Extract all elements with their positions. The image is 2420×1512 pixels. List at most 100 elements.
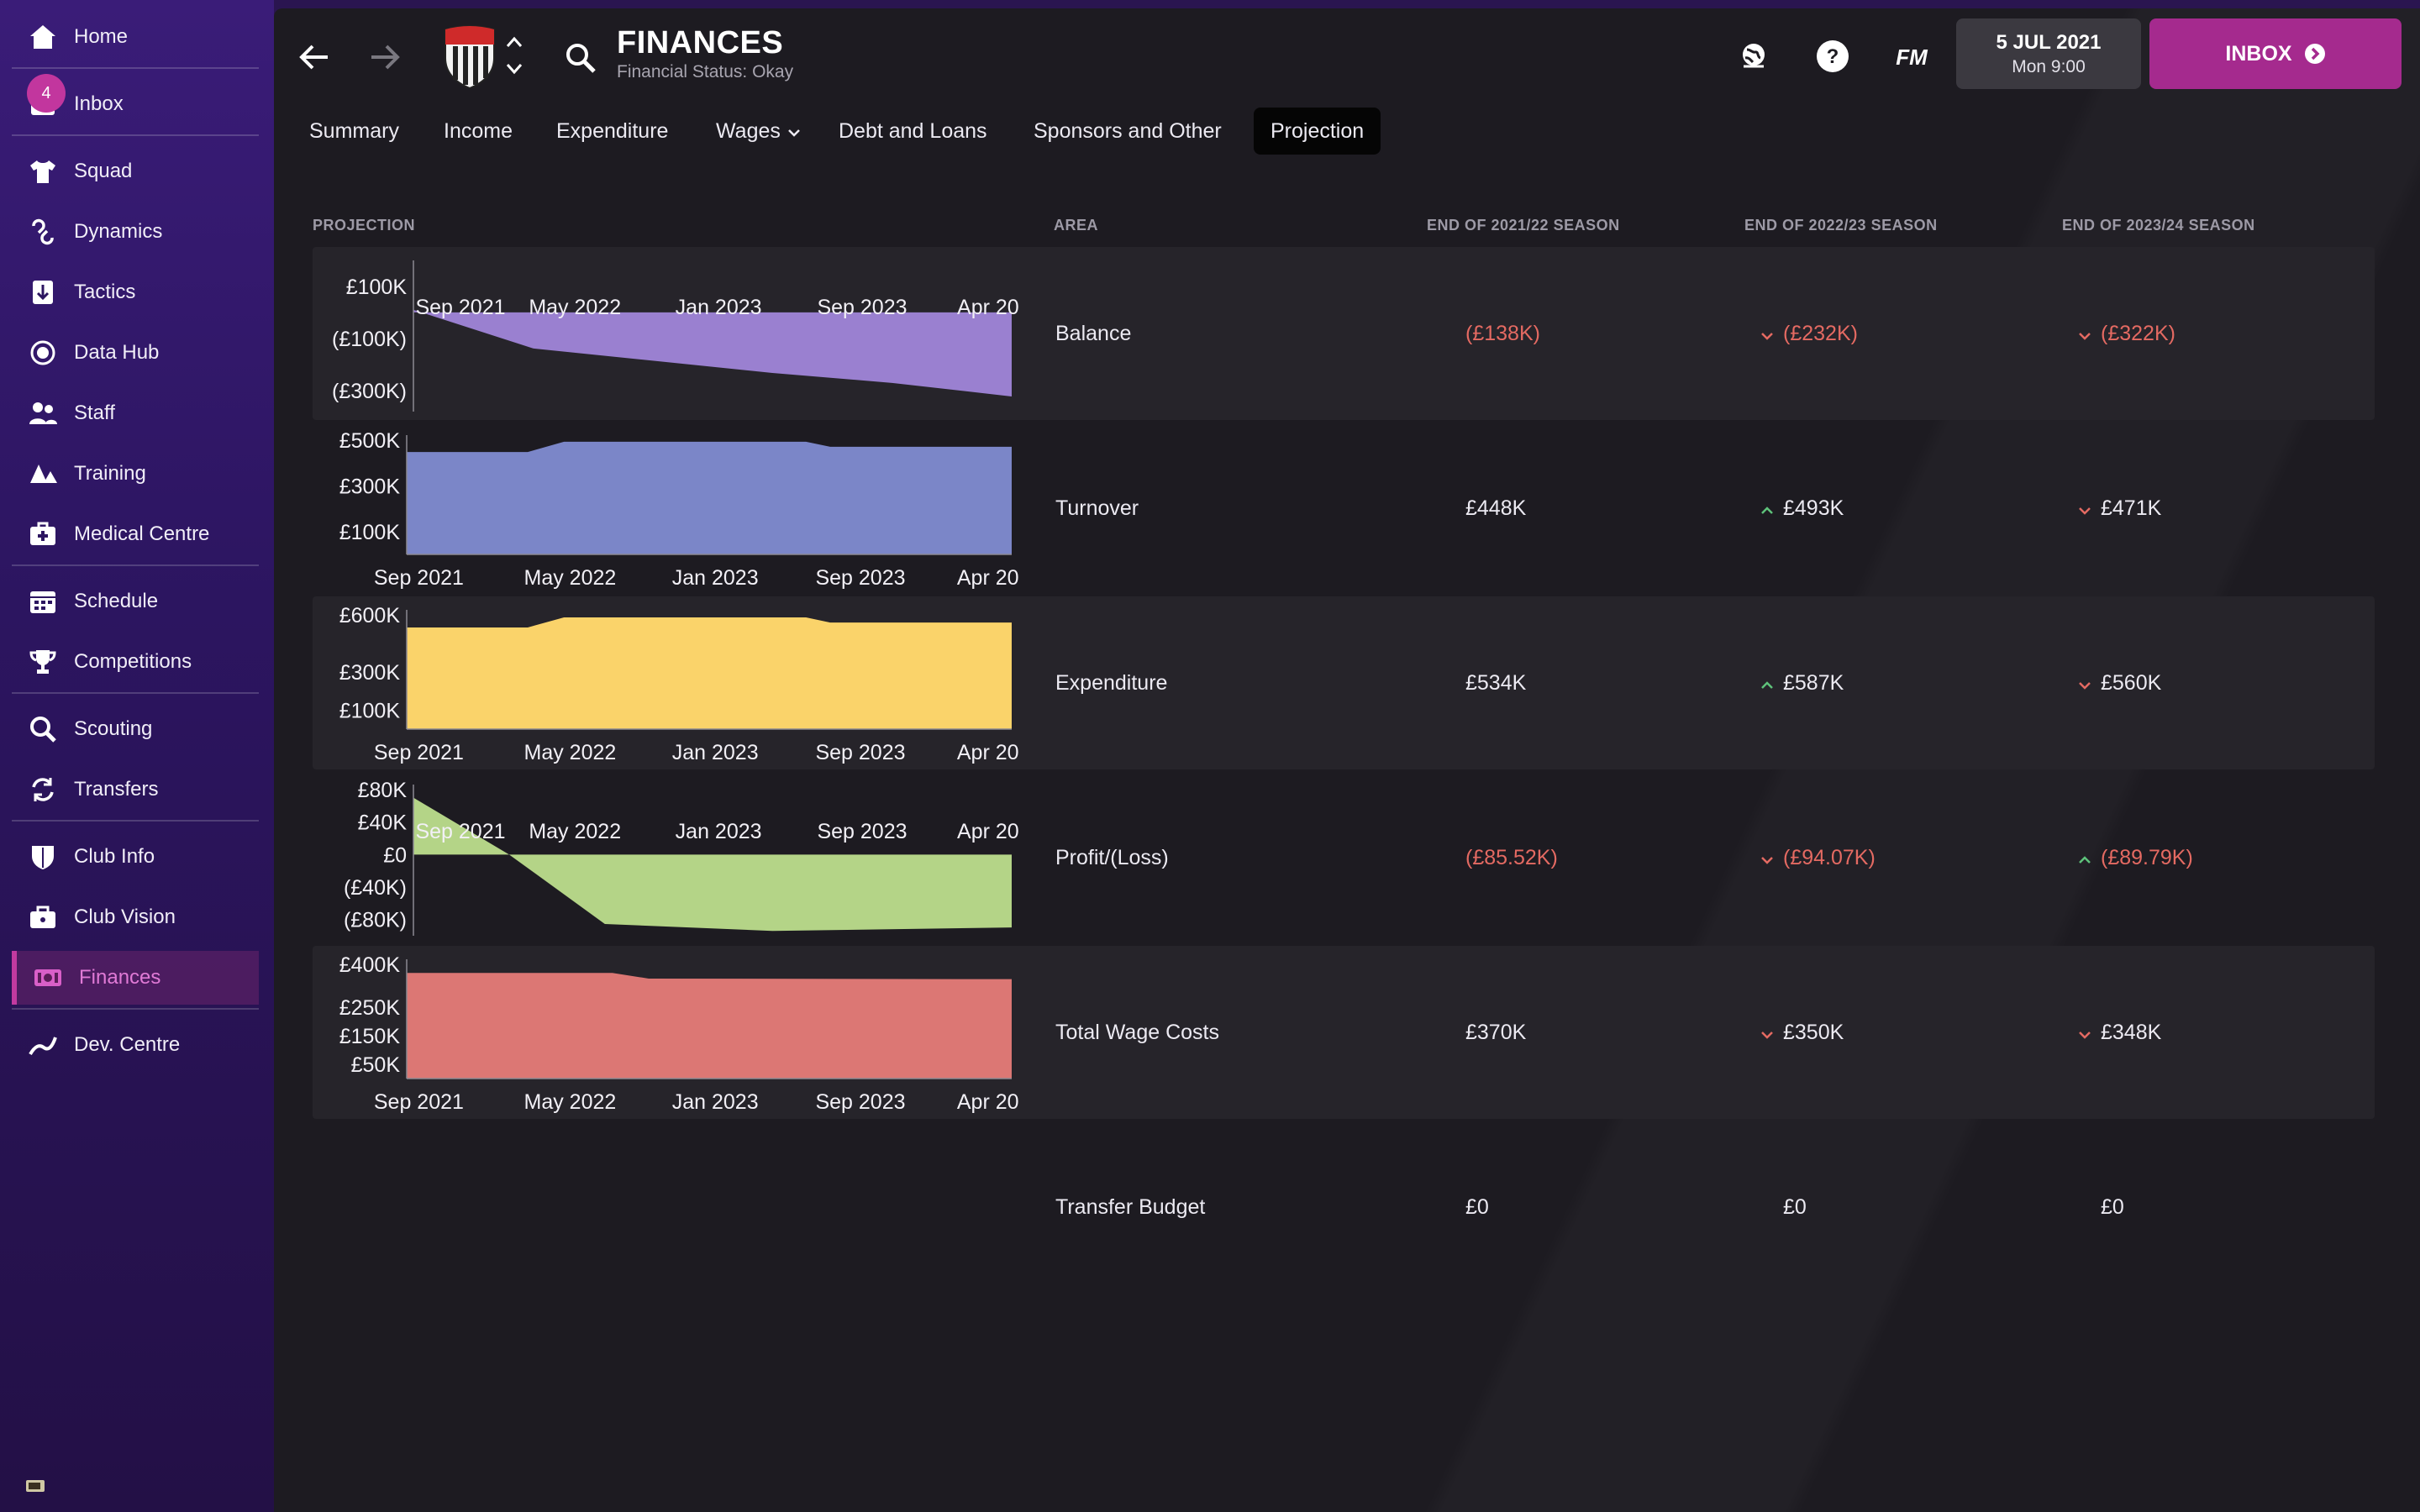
- world-button[interactable]: [1734, 37, 1773, 76]
- y-tick-label: £400K: [339, 953, 401, 977]
- data-hub-icon: [27, 337, 59, 369]
- column-header-2022-23[interactable]: END OF 2022/23 SEASON: [1744, 217, 1938, 234]
- sidebar-item-scouting[interactable]: Scouting: [12, 702, 259, 756]
- arrow-left-icon: [299, 45, 328, 70]
- tab-debt-and-loans[interactable]: Debt and Loans: [839, 108, 987, 155]
- sidebar-item-label: Medical Centre: [74, 522, 210, 545]
- sidebar-item-schedule[interactable]: Schedule: [12, 575, 259, 628]
- y-tick-label: £40K: [358, 811, 408, 835]
- console-icon[interactable]: [25, 1478, 47, 1494]
- shield-icon: [27, 841, 59, 873]
- sidebar-item-label: Squad: [74, 160, 133, 182]
- forward-button[interactable]: [366, 39, 403, 76]
- y-tick-label: (£300K): [332, 380, 407, 403]
- sidebar-item-label: Inbox: [74, 92, 124, 115]
- globe-icon: [1743, 44, 1765, 68]
- sidebar-item-medical-centre[interactable]: Medical Centre: [12, 507, 259, 561]
- x-tick-label: Jan 2023: [672, 741, 759, 764]
- inbox-continue-button[interactable]: INBOX: [2149, 18, 2402, 89]
- trend-down-icon: [2077, 503, 2092, 518]
- trend-down-icon: [2077, 1027, 2092, 1042]
- inbox-unread-badge: 4: [27, 74, 66, 113]
- value-2021-22: £448K: [1465, 496, 1527, 520]
- tab-wages[interactable]: Wages: [716, 108, 801, 155]
- medical-icon: [27, 518, 59, 550]
- calendar-icon: [27, 585, 59, 617]
- sidebar-item-dev-centre[interactable]: Dev. Centre: [12, 1018, 259, 1072]
- x-tick-label: May 2022: [529, 296, 621, 319]
- back-button[interactable]: [296, 39, 333, 76]
- sidebar-item-staff[interactable]: Staff: [12, 386, 259, 440]
- sidebar-item-club-info[interactable]: Club Info: [12, 830, 259, 884]
- y-tick-label: (£100K): [332, 328, 407, 351]
- x-tick-label: Sep 2023: [817, 296, 907, 319]
- tab-summary[interactable]: Summary: [309, 108, 399, 155]
- value-2022-23: £350K: [1783, 1021, 1844, 1044]
- club-switch-button[interactable]: [502, 30, 526, 81]
- y-tick-label: (£40K): [344, 876, 407, 900]
- sidebar-item-label: Dynamics: [74, 220, 163, 243]
- x-tick-label: Sep 2021: [415, 296, 505, 319]
- help-button[interactable]: ?: [1813, 37, 1852, 76]
- trend-up-icon: [1760, 503, 1775, 518]
- trophy-icon: [27, 646, 59, 678]
- value-2023-24: (£322K): [2101, 322, 2175, 345]
- sidebar-item-transfers[interactable]: Transfers: [12, 763, 259, 816]
- club-crest[interactable]: [440, 24, 499, 91]
- sidebar-item-label: Finances: [79, 966, 161, 989]
- sidebar-item-club-vision[interactable]: Club Vision: [12, 890, 259, 944]
- tab-label: Wages: [716, 118, 781, 143]
- sidebar-item-competitions[interactable]: Competitions: [12, 635, 259, 689]
- value-2023-24: £471K: [2101, 496, 2162, 520]
- value-2023-24: (£89.79K): [2101, 846, 2193, 869]
- money-icon: [32, 962, 64, 994]
- projection-chart-turnover: £500K £300K £100K Sep 2021 May 2022 Jan 2023 S…: [339, 429, 1018, 590]
- column-header-2023-24[interactable]: END OF 2023/24 SEASON: [2062, 217, 2255, 234]
- chevron-down-icon: [787, 119, 801, 144]
- home-icon: [27, 21, 59, 53]
- fm-menu-button[interactable]: FM: [1896, 44, 1928, 70]
- trend-down-icon: [1760, 328, 1775, 344]
- x-tick-label: Sep 2023: [815, 566, 905, 590]
- sidebar-item-home[interactable]: Home: [12, 10, 259, 64]
- area-label: Profit/(Loss): [1055, 846, 1169, 869]
- series-area: [407, 617, 1012, 729]
- tab-income[interactable]: Income: [444, 108, 513, 155]
- sidebar-item-dynamics[interactable]: Dynamics: [12, 205, 259, 259]
- sidebar-item-label: Transfers: [74, 778, 159, 801]
- sidebar-item-data-hub[interactable]: Data Hub: [12, 326, 259, 380]
- value-2021-22: £370K: [1465, 1021, 1527, 1044]
- column-header-2021-22[interactable]: END OF 2021/22 SEASON: [1427, 217, 1620, 234]
- projection-chart-profit-loss: £80K £40K £0 (£40K) (£80K) Sep 2021 May 2022 Ja…: [344, 779, 1018, 936]
- sidebar-item-finances[interactable]: Finances: [12, 951, 259, 1005]
- search-button[interactable]: [561, 39, 600, 77]
- value-2022-23: (£94.07K): [1783, 846, 1876, 869]
- sidebar-item-squad[interactable]: Squad: [12, 144, 259, 198]
- main-panel: FINANCES Financial Status: Okay ? FM 5 J…: [274, 8, 2420, 1512]
- x-tick-label: Apr 2024: [957, 566, 1018, 590]
- y-tick-label: £100K: [339, 699, 401, 722]
- sidebar-item-label: Data Hub: [74, 341, 160, 364]
- search-icon: [27, 713, 59, 745]
- dev-centre-icon: [27, 1029, 59, 1061]
- tab-projection[interactable]: Projection: [1254, 108, 1381, 155]
- sidebar-divider: [12, 692, 259, 694]
- projection-chart-expenditure: £600K £300K £100K Sep 2021 May 2022 Jan 2023 S…: [339, 604, 1018, 764]
- sidebar-divider: [12, 564, 259, 566]
- area-label: Expenditure: [1055, 671, 1168, 695]
- tab-label: Income: [444, 118, 513, 143]
- tab-sponsors-and-other[interactable]: Sponsors and Other: [1034, 108, 1222, 155]
- projection-chart-total-wage-costs: £400K £250K £150K £50K Sep 2021 May 2022 Jan 2…: [339, 953, 1018, 1114]
- date-continue-box[interactable]: 5 JUL 2021 Mon 9:00: [1956, 18, 2141, 89]
- tab-expenditure[interactable]: Expenditure: [556, 108, 668, 155]
- area-label: Total Wage Costs: [1055, 1021, 1219, 1044]
- sidebar-item-training[interactable]: Training: [12, 447, 259, 501]
- trend-down-icon: [1760, 1027, 1775, 1042]
- y-tick-label: £300K: [339, 661, 401, 685]
- search-icon: [566, 44, 596, 73]
- sidebar-item-tactics[interactable]: Tactics: [12, 265, 259, 319]
- sidebar-item-label: Club Info: [74, 845, 155, 868]
- x-tick-label: May 2022: [529, 820, 621, 843]
- tab-label: Sponsors and Other: [1034, 118, 1222, 143]
- tab-label: Summary: [309, 118, 399, 143]
